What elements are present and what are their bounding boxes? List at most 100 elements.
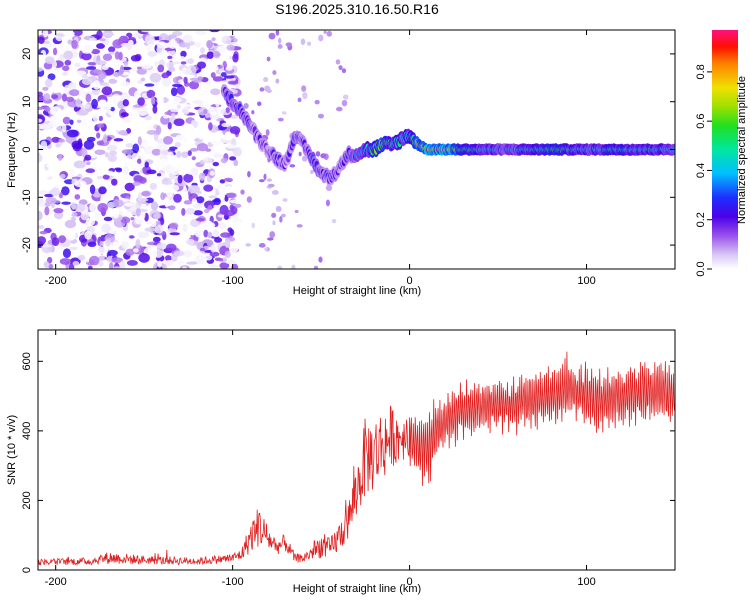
heatmap-noise-blob [72,260,80,267]
heatmap-noise-blob [102,133,108,143]
heatmap-noise-blob [151,148,162,156]
heatmap-noise-blob [51,88,62,94]
heatmap-noise-blob [43,40,51,45]
snr-ylabel: SNR (10 * v/v) [6,415,18,485]
heatmap-noise-blob [186,261,198,265]
heatmap-noise-blob [53,210,64,220]
heatmap-noise-blob [85,217,95,227]
heatmap-noise-blob [213,237,223,243]
heatmap-noise-blob [146,169,157,175]
heatmap-noise-blob [102,32,115,37]
heatmap-noise-blob [183,76,188,84]
heatmap-noise-blob [47,256,53,264]
heatmap-noise-blob [259,87,265,92]
heatmap-noise-blob [234,30,241,40]
heatmap-noise-blob [169,232,180,236]
x-tick-label: 100 [577,275,595,287]
heatmap-noise-blob [71,202,77,210]
heatmap-noise-blob [207,231,213,239]
heatmap-noise-blob [121,232,130,242]
heatmap-noise-blob [149,72,162,83]
y-tick-label: 0 [21,567,33,573]
colorbar-tick-label: 0.8 [695,64,707,79]
snr-ticks: -200 -100 0 100 0 200 400 600 [21,330,675,588]
heatmap-noise-blob [271,190,279,195]
heatmap-noise-blob [168,98,173,109]
heatmap-noise-blob [121,149,134,155]
heatmap-noise-blob [204,208,210,214]
heatmap-noise-blob [225,107,230,114]
heatmap-noise-blob [58,192,64,199]
heatmap-noise-blob [38,152,42,163]
heatmap-noise-blob [209,170,216,176]
heatmap-noise-blob [92,114,100,122]
heatmap-noise-blob [258,179,265,183]
heatmap-noise-blob [66,129,79,138]
heatmap-noise-blob [60,173,66,179]
heatmap-noise-blob [203,89,209,97]
heatmap-noise-blob [210,244,216,253]
heatmap-noise-blob [226,44,235,51]
heatmap-noise-blob [120,112,129,118]
heatmap-noise-blob [64,59,72,66]
heatmap-noise-blob [213,50,221,59]
heatmap-noise-blob [202,101,213,107]
heatmap-noise-blob [170,87,178,97]
heatmap-noise-blob [106,249,118,256]
heatmap-noise-blob [141,191,151,197]
y-tick-label: 0 [21,146,33,152]
heatmap-noise-blob [190,226,196,236]
heatmap-noise-blob [230,114,239,119]
heatmap-noise-blob [137,231,150,239]
heatmap-noise-blob [46,163,58,168]
heatmap-noise-blob [198,172,206,181]
heatmap-noise-blob [206,40,213,49]
heatmap-noise-blob [132,143,140,154]
heatmap-noise-blob [203,229,209,238]
heatmap-noise-blob [194,229,202,238]
heatmap-noise-blob [219,258,224,262]
heatmap-noise-blob [60,186,70,196]
heatmap-noise-blob [109,150,118,156]
heatmap-noise-blob [145,197,154,204]
heatmap-noise-blob [113,59,122,68]
heatmap-noise-blob [97,82,110,86]
heatmap-noise-blob [190,219,201,228]
heatmap-noise-blob [81,75,89,79]
heatmap-noise-blob [153,248,163,258]
heatmap-noise-blob [157,64,165,73]
heatmap-noise-blob [183,200,193,205]
heatmap-noise-blob [108,262,114,269]
heatmap-noise-blob [71,216,77,222]
x-tick-label: -200 [45,576,67,588]
heatmap-noise-blob [176,84,186,95]
heatmap-noise-blob [144,161,149,168]
heatmap-noise-blob [89,202,97,213]
figure-title: S196.2025.310.16.50.R16 [275,1,439,17]
heatmap-noise-blob [112,141,120,146]
heatmap-noise-blob [86,161,91,165]
heatmap-noise-blob [44,43,56,48]
heatmap-noise-blob [173,118,185,127]
heatmap-noise-blob [208,122,213,131]
heatmap-noise-blob [67,82,75,90]
heatmap-noise-blob [167,122,172,130]
heatmap-noise-blob [266,178,272,182]
heatmap-noise-blob [122,99,129,107]
heatmap-noise-blob [182,106,190,116]
heatmap-noise-blob [147,50,157,57]
heatmap-noise-blob [130,217,135,221]
heatmap-noise-blob [130,54,141,62]
heatmap-noise-blob [315,151,321,157]
heatmap-noise-blob [156,44,165,55]
heatmap-noise-blob [62,72,69,76]
heatmap-noise-blob [234,84,241,89]
heatmap-noise-blob [301,85,307,92]
heatmap-noise-blob [320,153,327,159]
heatmap-noise-blob [203,157,213,164]
heatmap-noise-blob [44,201,51,207]
heatmap-noise-blob [64,209,72,217]
heatmap-noise-blob [186,43,191,50]
heatmap-noise-blob [48,264,54,269]
